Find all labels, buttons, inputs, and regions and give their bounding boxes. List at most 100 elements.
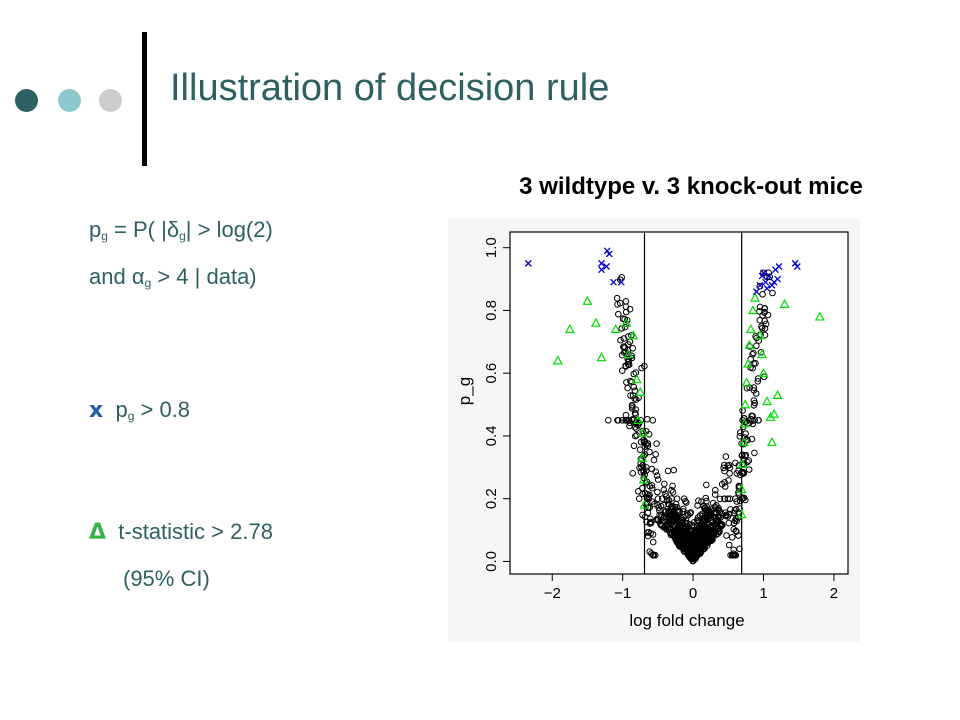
x-point-stroke	[617, 278, 625, 286]
circle-point	[624, 355, 631, 363]
legend-x-rule: x pg > 0.8	[89, 397, 191, 423]
circle-point	[669, 489, 677, 496]
circle-point	[647, 515, 654, 523]
circle-point	[686, 510, 694, 517]
circle-point	[687, 548, 694, 555]
circle-point	[752, 359, 759, 367]
triangle-point	[772, 389, 783, 399]
circle-point	[722, 511, 730, 519]
circle-point	[738, 452, 746, 459]
x-point	[617, 278, 625, 286]
triangle-point	[590, 317, 601, 327]
triangle-point	[745, 324, 756, 334]
circle-point	[648, 550, 655, 557]
circle-point	[647, 518, 654, 526]
circle-point	[712, 520, 720, 528]
circle-point	[677, 525, 685, 533]
circle-point	[668, 487, 675, 494]
circle-point	[703, 511, 710, 519]
series-triangles	[552, 292, 825, 519]
legend-triangle-rule: Δ t-statistic > 2.78	[89, 519, 273, 545]
x-point	[765, 272, 773, 280]
triangle-point	[769, 408, 780, 418]
triangle-point	[736, 484, 747, 494]
circle-point	[695, 497, 702, 505]
triangle-point	[750, 292, 761, 302]
circle-point	[683, 499, 690, 506]
circle-point	[616, 299, 624, 307]
circle-point	[620, 343, 628, 350]
circle-point	[731, 517, 739, 525]
x-point	[603, 247, 611, 255]
triangle-point	[737, 458, 748, 468]
circle-point	[698, 498, 705, 506]
x-point	[598, 259, 606, 267]
circle-point	[732, 459, 739, 467]
circle-point	[688, 552, 695, 560]
chart-title: 3 wildtype v. 3 knock-out mice	[519, 173, 863, 200]
circle-point	[691, 553, 698, 561]
circle-point	[748, 412, 755, 420]
circle-point	[649, 538, 657, 546]
circle-point	[628, 401, 636, 409]
circle-point	[728, 534, 736, 541]
x-point-stroke	[775, 263, 783, 270]
x-point	[760, 269, 767, 277]
circle-point	[694, 514, 702, 521]
triangle-point	[638, 427, 649, 437]
x-point	[762, 278, 770, 286]
x-point	[791, 259, 799, 267]
circle-point	[660, 486, 668, 494]
circle-point	[650, 551, 657, 559]
triangle-point	[637, 452, 648, 462]
x-point	[774, 275, 782, 283]
circle-point	[756, 308, 763, 315]
circle-point	[755, 417, 762, 424]
circle-point	[719, 511, 726, 518]
circle-point	[761, 317, 769, 325]
circle-point	[714, 514, 722, 521]
triangle-point	[633, 415, 644, 425]
circle-point	[680, 505, 687, 513]
circle-point	[605, 417, 612, 424]
circle-point	[724, 462, 732, 469]
circle-point	[705, 512, 713, 519]
circle-point	[638, 364, 645, 372]
circle-point	[750, 397, 758, 404]
circle-point	[652, 451, 659, 458]
circle-point	[701, 504, 709, 512]
circle-point	[660, 524, 668, 531]
circle-point	[642, 440, 650, 448]
rule-definition-line-2: and αg > 4 | data)	[89, 264, 257, 290]
circle-point	[761, 305, 768, 312]
x-point	[763, 285, 771, 292]
series-circles	[605, 269, 776, 565]
circle-point	[654, 476, 662, 483]
triangle-point	[762, 396, 773, 406]
circle-point	[634, 421, 642, 429]
x-point	[598, 266, 606, 274]
circle-point	[620, 335, 628, 342]
x-tick-label: −1	[614, 585, 631, 602]
circle-point	[730, 550, 737, 558]
x-point	[524, 259, 532, 267]
circle-point	[711, 503, 719, 511]
circle-point	[629, 470, 636, 477]
decor-dot-mid	[58, 89, 81, 112]
circle-point	[726, 464, 734, 471]
circle-point	[721, 495, 728, 503]
circle-point	[653, 472, 661, 479]
circle-point	[762, 320, 770, 328]
circle-point	[680, 547, 688, 555]
circle-point	[669, 482, 676, 490]
circle-point	[752, 390, 760, 397]
circle-point	[652, 468, 659, 475]
x-tick-label: −2	[544, 585, 561, 602]
circle-point	[673, 535, 681, 542]
circle-point	[690, 533, 698, 540]
triangle-point	[582, 295, 593, 305]
x-point-stroke	[610, 278, 617, 286]
triangle-point	[766, 436, 777, 447]
circle-point	[720, 461, 728, 469]
circle-point	[696, 512, 704, 519]
